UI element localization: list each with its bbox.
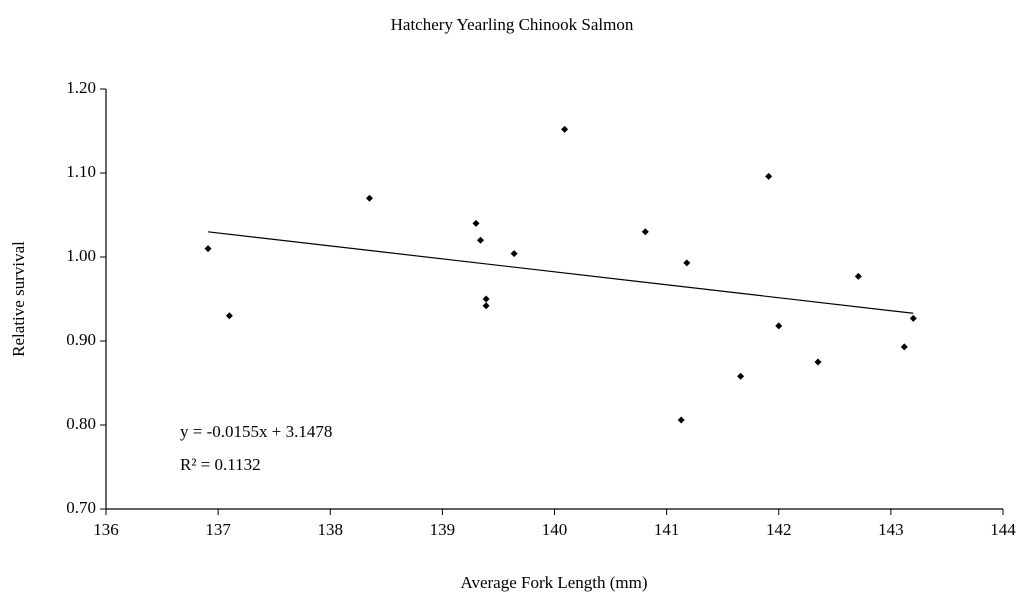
y-tick-label: 0.80 xyxy=(66,414,96,433)
trend-line xyxy=(207,231,914,314)
point xyxy=(225,312,233,320)
y-tick-label: 1.20 xyxy=(66,78,96,97)
x-tick-label: 140 xyxy=(542,520,568,539)
point xyxy=(482,302,490,310)
chart-title: Hatchery Yearling Chinook Salmon xyxy=(391,15,634,34)
point xyxy=(737,372,745,380)
x-tick-label: 144 xyxy=(990,520,1016,539)
point xyxy=(814,358,822,366)
annotation: y = -0.0155x + 3.1478 xyxy=(180,422,332,441)
point xyxy=(900,343,908,351)
x-tick-label: 137 xyxy=(205,520,231,539)
y-tick-label: 0.90 xyxy=(66,330,96,349)
y-tick-label: 1.00 xyxy=(66,246,96,265)
point xyxy=(510,250,518,258)
x-tick-label: 136 xyxy=(93,520,119,539)
x-tick-label: 142 xyxy=(766,520,792,539)
x-tick-label: 141 xyxy=(654,520,680,539)
point xyxy=(775,322,783,330)
point xyxy=(365,194,373,202)
x-axis-label: Average Fork Length (mm) xyxy=(460,573,647,592)
x-tick-label: 143 xyxy=(878,520,904,539)
point xyxy=(482,295,490,303)
point xyxy=(677,416,685,424)
point xyxy=(641,228,649,236)
y-tick-label: 1.10 xyxy=(66,162,96,181)
y-axis-label: Relative survival xyxy=(9,241,28,357)
point xyxy=(561,125,569,133)
point xyxy=(472,219,480,227)
y-tick-label: 0.70 xyxy=(66,498,96,517)
point xyxy=(909,314,917,322)
annotation: R² = 0.1132 xyxy=(180,455,261,474)
x-tick-label: 138 xyxy=(318,520,344,539)
x-tick-label: 139 xyxy=(430,520,456,539)
point xyxy=(683,259,691,267)
point xyxy=(476,236,484,244)
point xyxy=(854,272,862,280)
point xyxy=(204,245,212,253)
point xyxy=(765,172,773,180)
